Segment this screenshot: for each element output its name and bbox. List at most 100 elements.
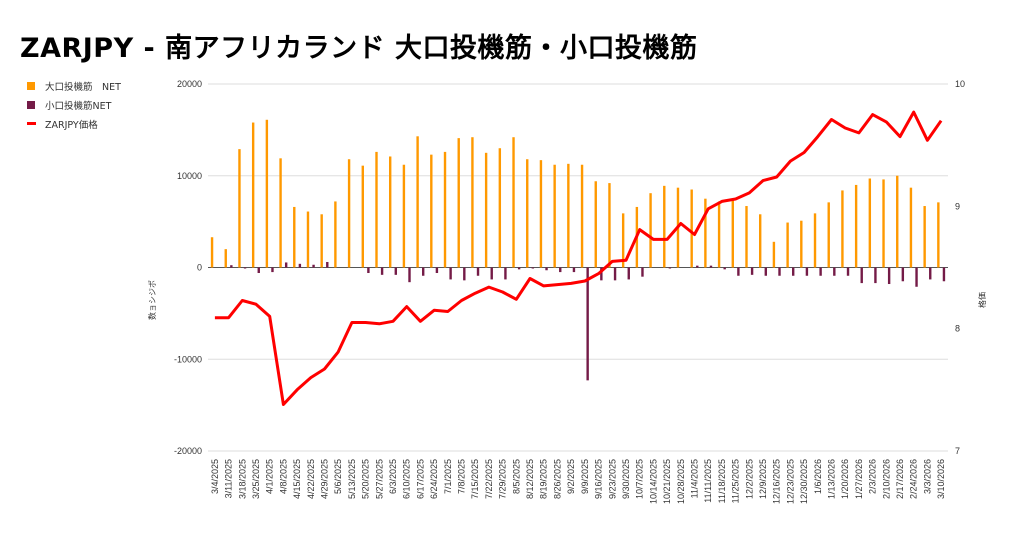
bar-large-speculators	[320, 214, 323, 268]
bar-large-speculators	[306, 211, 310, 268]
x-tick-label: 3/11/2025	[224, 459, 234, 498]
bar-large-speculators	[923, 206, 926, 268]
y2-tick-label: 8	[955, 324, 960, 334]
x-tick-label: 10/7/2025	[635, 459, 645, 499]
x-tick-label: 7/8/2025	[457, 459, 467, 494]
bar-small-speculators	[942, 267, 946, 282]
bar-large-speculators	[293, 206, 296, 268]
bar-small-speculators	[819, 267, 822, 276]
x-tick-label: 9/30/2025	[621, 459, 631, 499]
legend-item-price: ZARJPY価格	[27, 114, 121, 133]
bar-large-speculators	[484, 152, 488, 268]
x-tick-label: 4/1/2025	[265, 459, 275, 494]
bar-large-speculators	[841, 190, 844, 268]
x-tick-label: 9/2/2025	[566, 459, 576, 494]
x-tick-label: 2/24/2026	[909, 459, 919, 499]
bar-small-speculators	[490, 267, 493, 280]
legend-swatch-purple	[27, 100, 35, 109]
legend-label: 小口投機筋NET	[45, 100, 112, 112]
bar-large-speculators	[896, 175, 899, 268]
bar-large-speculators	[731, 199, 734, 268]
y-tick-label: -20000	[174, 446, 202, 456]
chart-title: ZARJPY - 南アフリカランド 大口投機筋・小口投機筋	[20, 33, 698, 64]
legend-line-red	[27, 122, 36, 125]
y-axis-title: 数ョシジポ	[147, 280, 157, 320]
x-tick-label: 8/12/2025	[525, 459, 535, 499]
bar-small-speculators	[298, 263, 302, 268]
bar-small-speculators	[243, 267, 247, 269]
x-tick-label: 12/16/2025	[772, 459, 782, 504]
bar-small-speculators	[833, 267, 836, 276]
y-tick-label: 10000	[177, 171, 202, 181]
x-tick-label: 4/29/2025	[319, 459, 329, 499]
bar-small-speculators	[312, 264, 315, 268]
bar-small-speculators	[380, 267, 384, 275]
legend-item-large-speculators: 大口投機筋 NET	[27, 76, 121, 95]
bar-small-speculators	[723, 267, 726, 270]
bar-small-speculators	[559, 267, 562, 273]
x-tick-label: 3/3/2026	[922, 459, 932, 494]
bar-small-speculators	[915, 267, 918, 287]
x-tick-label: 9/16/2025	[594, 459, 604, 499]
x-tick-label: 11/4/2025	[689, 459, 699, 498]
bar-large-speculators	[526, 159, 529, 268]
bar-large-speculators	[868, 178, 872, 268]
bar-large-speculators	[443, 151, 447, 268]
x-tick-label: 10/14/2025	[648, 459, 658, 504]
bar-small-speculators	[517, 267, 521, 270]
bar-large-speculators	[224, 249, 227, 268]
y2-tick-label: 7	[955, 446, 960, 456]
bar-small-speculators	[422, 267, 425, 276]
x-tick-label: 6/24/2025	[429, 459, 439, 499]
legend-item-small-speculators: 小口投機筋NET	[27, 95, 121, 114]
bar-large-speculators	[772, 241, 776, 268]
bar-small-speculators	[778, 267, 781, 276]
x-tick-label: 4/22/2025	[306, 459, 316, 499]
x-tick-label: 8/5/2025	[511, 459, 521, 494]
x-tick-label: 12/2/2025	[744, 459, 754, 499]
x-tick-label: 4/8/2025	[278, 459, 288, 494]
y2-tick-label: 10	[955, 79, 965, 89]
bar-small-speculators	[613, 267, 617, 281]
x-tick-label: 3/4/2025	[210, 459, 220, 494]
bar-small-speculators	[709, 265, 713, 268]
bar-large-speculators	[375, 151, 378, 268]
legend-swatch-orange	[27, 81, 35, 90]
bar-small-speculators	[504, 267, 507, 280]
bar-large-speculators	[210, 237, 214, 268]
bar-large-speculators	[594, 181, 597, 268]
bar-small-speculators	[929, 267, 932, 280]
x-tick-label: 5/20/2025	[361, 459, 371, 499]
x-tick-label: 11/11/2025	[703, 459, 713, 503]
x-tick-label: 5/27/2025	[374, 459, 384, 499]
bar-small-speculators	[408, 267, 411, 283]
x-tick-label: 7/29/2025	[498, 459, 508, 499]
bar-large-speculators	[361, 165, 364, 268]
x-tick-label: 4/15/2025	[292, 459, 302, 499]
bar-large-speculators	[402, 164, 406, 268]
x-tick-label: 1/13/2026	[827, 459, 837, 499]
bar-small-speculators	[846, 267, 850, 276]
x-tick-label: 2/10/2026	[881, 459, 891, 499]
x-tick-label: 1/20/2026	[840, 459, 850, 499]
x-tick-label: 9/23/2025	[607, 459, 617, 499]
bar-large-speculators	[800, 220, 803, 268]
bar-small-speculators	[531, 267, 535, 269]
bar-small-speculators	[627, 267, 630, 280]
bar-small-speculators	[284, 262, 288, 268]
bar-large-speculators	[745, 206, 748, 268]
y2-axis-title: 格価	[977, 292, 987, 308]
bar-small-speculators	[586, 267, 589, 381]
bar-large-speculators	[759, 214, 762, 268]
bar-large-speculators	[279, 158, 282, 268]
x-tick-label: 8/19/2025	[539, 459, 549, 499]
bar-large-speculators	[471, 137, 474, 268]
bar-large-speculators	[854, 184, 858, 268]
bar-small-speculators	[394, 267, 397, 275]
bar-small-speculators	[887, 267, 891, 285]
x-tick-label: 6/17/2025	[415, 459, 425, 499]
bar-large-speculators	[265, 119, 269, 268]
x-tick-label: 5/6/2025	[333, 459, 343, 494]
bar-large-speculators	[238, 149, 241, 268]
